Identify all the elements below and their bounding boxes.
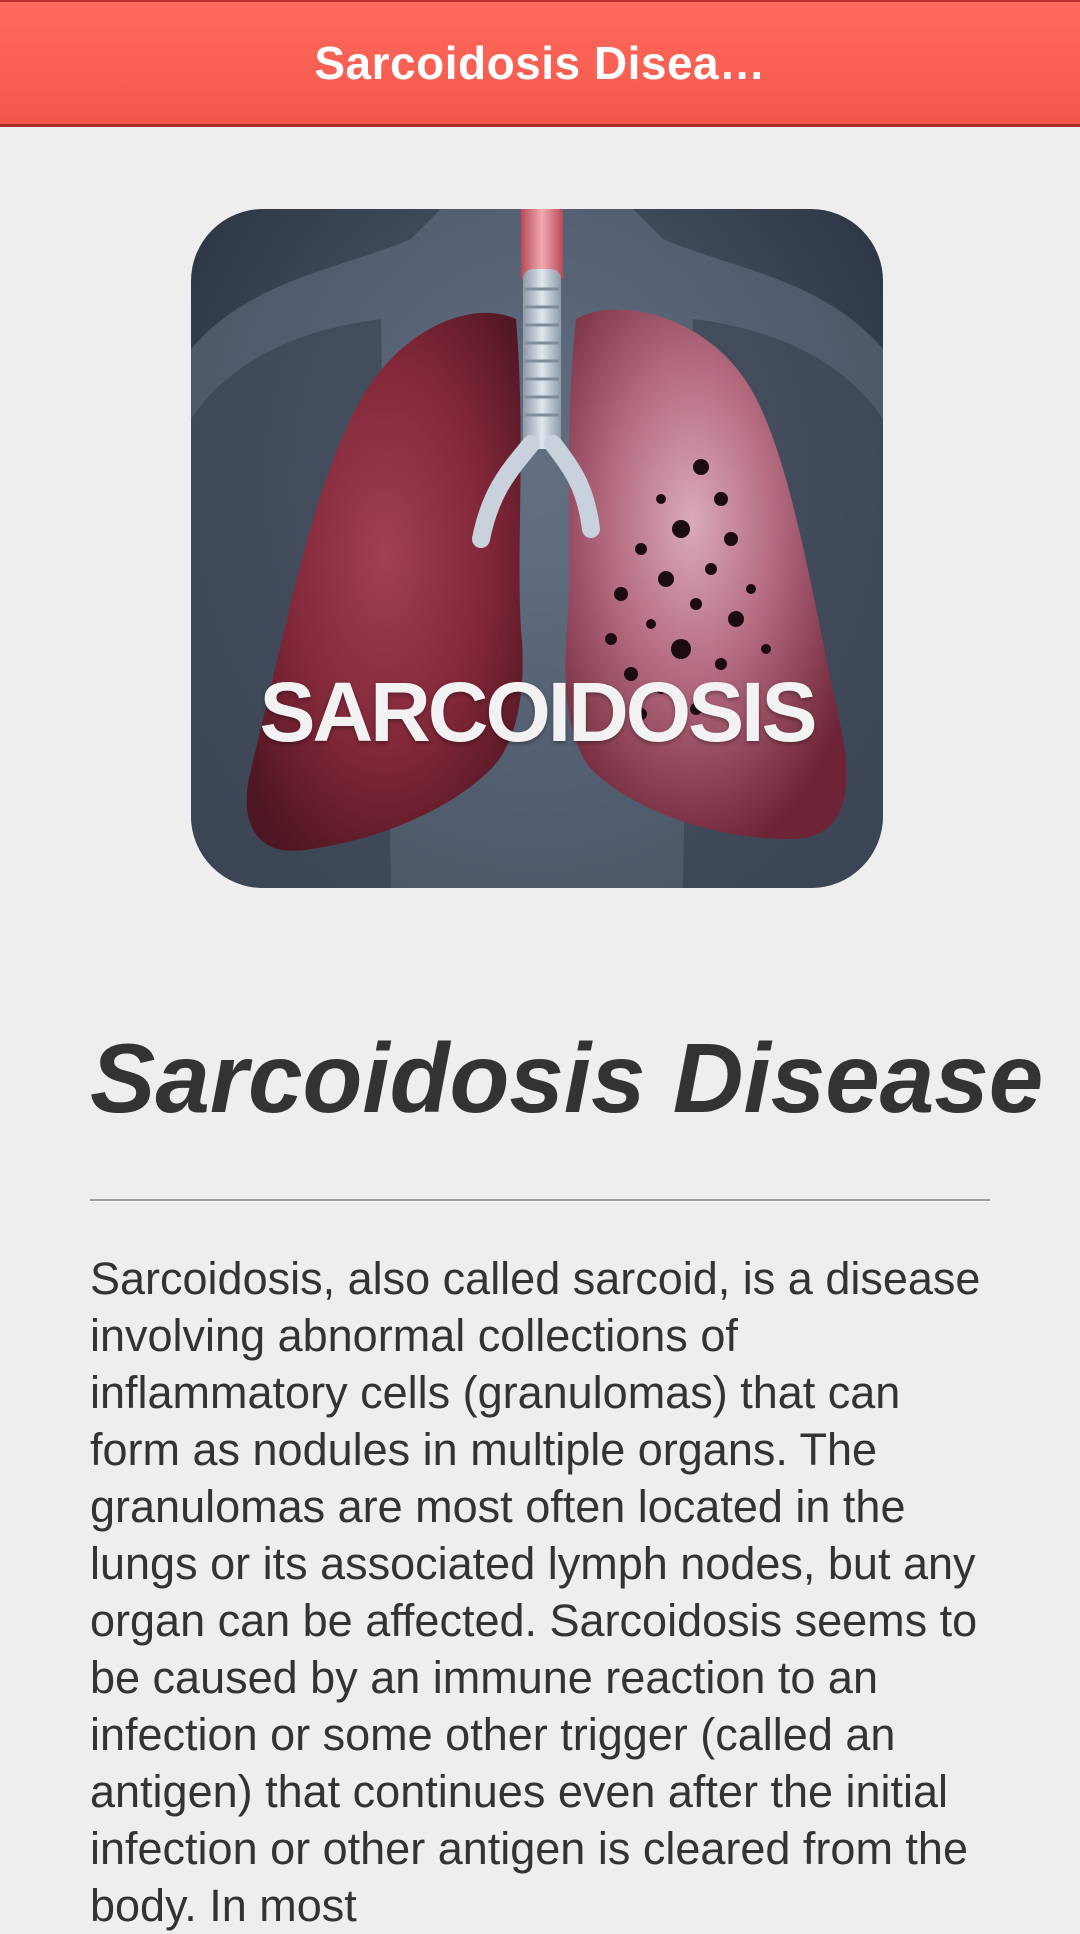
lungs-illustration-graphic [191,209,883,888]
divider [90,1199,990,1202]
app-bar-title: Sarcoidosis Disea… [314,37,766,89]
article-title: Sarcoidosis Disease [90,1023,1044,1133]
app-bar: Sarcoidosis Disea… [0,0,1080,127]
lungs-illustration: SARCOIDOSIS [191,209,883,888]
article-body: Sarcoidosis, also called sarcoid, is a d… [90,1253,981,1931]
hero-caption: SARCOIDOSIS [259,665,817,759]
